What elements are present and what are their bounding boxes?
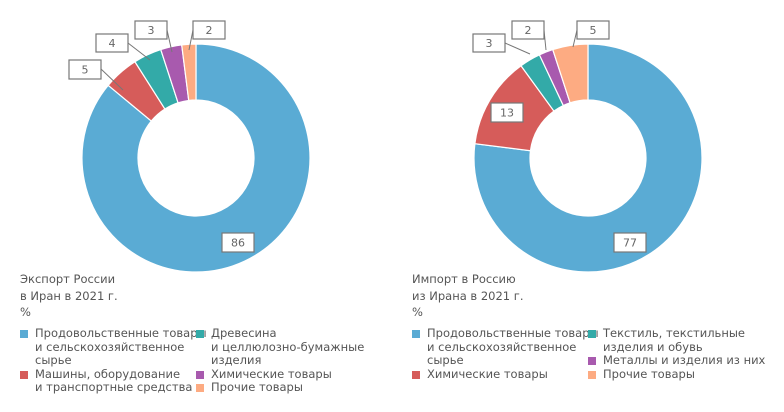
export-title-line-2: в Иран в 2021 г. bbox=[20, 288, 118, 303]
import-chart-panel: 77 13 3 2 5 Импорт в Россию из Ирана в 2021 … bbox=[392, 0, 784, 412]
legend-item-food: Продовольственные товары и сельскохозяйс… bbox=[20, 326, 207, 368]
value-label-box bbox=[511, 20, 545, 40]
import-title-line-2: из Ирана в 2021 г. bbox=[412, 288, 524, 303]
value-label: 5 bbox=[82, 64, 89, 77]
leader-line bbox=[504, 42, 531, 55]
legend-swatch-red bbox=[20, 370, 28, 379]
legend-item-wood: Древесина и целлюлозно-бумажные изделия bbox=[196, 326, 365, 368]
legend-label: Химические товары bbox=[211, 366, 332, 381]
legend-label: Текстиль, текстильные изделия и обувь bbox=[603, 326, 745, 354]
value-label: 4 bbox=[109, 37, 116, 50]
value-label: 77 bbox=[623, 237, 637, 250]
legend-swatch-red bbox=[412, 370, 420, 379]
legend-swatch-purple bbox=[196, 370, 204, 379]
legend-item-machinery: Машины, оборудование и транспортные сред… bbox=[20, 366, 207, 395]
legend-swatch-teal bbox=[588, 330, 596, 338]
legend-label: Продовольственные товары и сельскохозяйс… bbox=[427, 326, 599, 367]
leader-line bbox=[166, 29, 173, 53]
import-legend-col-2: Текстиль, текстильные изделия и обувь Ме… bbox=[588, 326, 766, 382]
value-label-box bbox=[95, 33, 129, 53]
value-label: 2 bbox=[206, 24, 213, 37]
value-label-box bbox=[490, 102, 524, 123]
legend-item-metals: Металлы и изделия из них bbox=[588, 353, 766, 368]
value-label-box bbox=[576, 20, 610, 40]
legend-label: Металлы и изделия из них bbox=[603, 353, 766, 367]
legend-swatch-blue bbox=[412, 330, 420, 338]
slice-orange bbox=[181, 43, 197, 102]
value-label: 3 bbox=[486, 37, 493, 50]
legend-item-chemicals: Химические товары bbox=[196, 366, 364, 382]
import-legend-col-1: Продовольственные товары и сельскохозяйс… bbox=[412, 326, 599, 382]
legend-swatch-blue bbox=[20, 330, 28, 338]
legend-item-other: Прочие товары bbox=[196, 380, 364, 395]
legend-item-other: Прочие товары bbox=[588, 366, 765, 382]
value-label-box bbox=[134, 20, 168, 40]
export-title-unit: % bbox=[20, 305, 31, 319]
legend-label: Химические товары bbox=[427, 366, 548, 381]
export-legend-col-1: Продовольственные товары и сельскохозяйс… bbox=[20, 326, 207, 395]
leader-line bbox=[188, 29, 194, 51]
legend-item-textile: Текстиль, текстильные изделия и обувь bbox=[588, 326, 765, 354]
value-label: 13 bbox=[500, 107, 514, 120]
value-label: 3 bbox=[148, 24, 155, 37]
import-chart-title: Импорт в Россию из Ирана в 2021 г. % bbox=[412, 271, 523, 321]
value-label: 2 bbox=[525, 24, 532, 37]
legend-label: Продовольственные товары и сельскохозяйс… bbox=[35, 326, 207, 367]
import-donut-chart: 77 13 3 2 5 bbox=[472, 20, 703, 273]
value-label-box bbox=[192, 20, 226, 40]
legend-swatch-teal bbox=[196, 330, 204, 338]
legend-swatch-orange bbox=[196, 384, 204, 392]
slice-orange bbox=[552, 43, 589, 104]
value-label-box bbox=[613, 232, 647, 253]
value-label-box bbox=[68, 59, 102, 80]
export-chart-panel: 86 5 4 3 2 Экспорт России в Иран в 2021 г. %… bbox=[20, 20, 365, 395]
import-title-unit: % bbox=[412, 305, 423, 319]
slice-blue bbox=[81, 43, 311, 273]
legend-label: Прочие товары bbox=[603, 366, 695, 381]
leader-line bbox=[100, 68, 124, 91]
value-label: 5 bbox=[590, 24, 597, 37]
legend-item-chemicals: Химические товары bbox=[412, 366, 599, 382]
legend-label: Машины, оборудование и транспортные сред… bbox=[35, 366, 193, 394]
import-title-line-1: Импорт в Россию bbox=[412, 272, 516, 286]
legend-swatch-purple bbox=[588, 357, 596, 365]
legend-label: Прочие товары bbox=[211, 380, 303, 394]
legend-item-food: Продовольственные товары и сельскохозяйс… bbox=[412, 326, 599, 368]
export-chart-title: Экспорт России в Иран в 2021 г. % bbox=[20, 271, 118, 321]
legend-label: Древесина и целлюлозно-бумажные изделия bbox=[211, 326, 365, 367]
value-label-box bbox=[221, 232, 255, 253]
export-legend-col-2: Древесина и целлюлозно-бумажные изделия … bbox=[196, 326, 365, 395]
legend-swatch-orange bbox=[588, 370, 596, 379]
export-title-line-1: Экспорт России bbox=[20, 272, 116, 286]
leader-line bbox=[127, 42, 151, 61]
leader-line bbox=[572, 29, 578, 48]
slice-blue bbox=[473, 43, 703, 273]
value-label-box bbox=[472, 33, 506, 53]
value-label: 86 bbox=[231, 237, 245, 250]
export-donut-chart: 86 5 4 3 2 bbox=[68, 20, 311, 273]
